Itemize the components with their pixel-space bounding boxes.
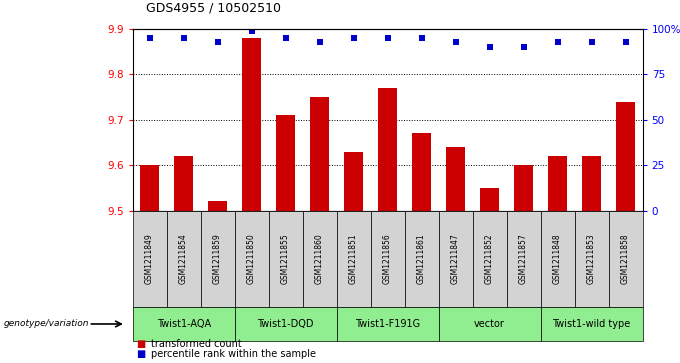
Text: GSM1211861: GSM1211861 <box>417 233 426 284</box>
Point <box>246 28 257 34</box>
Bar <box>446 147 465 211</box>
Bar <box>582 156 601 211</box>
Bar <box>480 188 499 211</box>
Text: vector: vector <box>474 319 505 329</box>
Bar <box>276 115 295 211</box>
Text: Twist1-wild type: Twist1-wild type <box>552 319 631 329</box>
Bar <box>174 156 193 211</box>
Text: GSM1211854: GSM1211854 <box>179 233 188 284</box>
Point <box>314 39 325 45</box>
Point <box>144 35 155 41</box>
Point <box>620 39 631 45</box>
Text: Twist1-F191G: Twist1-F191G <box>355 319 420 329</box>
Text: Twist1-AQA: Twist1-AQA <box>156 319 211 329</box>
Text: Twist1-DQD: Twist1-DQD <box>257 319 314 329</box>
Text: ■: ■ <box>136 349 146 359</box>
Bar <box>310 97 329 211</box>
Point <box>518 44 529 50</box>
Bar <box>616 102 635 211</box>
Text: genotype/variation: genotype/variation <box>3 319 89 329</box>
Text: GSM1211851: GSM1211851 <box>349 233 358 284</box>
Bar <box>208 201 227 211</box>
Bar <box>344 151 363 211</box>
Bar <box>242 38 261 211</box>
Text: percentile rank within the sample: percentile rank within the sample <box>151 349 316 359</box>
Text: GSM1211855: GSM1211855 <box>281 233 290 284</box>
Text: GSM1211848: GSM1211848 <box>553 233 562 284</box>
Point <box>450 39 461 45</box>
Point <box>586 39 597 45</box>
Text: GSM1211857: GSM1211857 <box>519 233 528 284</box>
Bar <box>140 165 159 211</box>
Text: GSM1211860: GSM1211860 <box>315 233 324 284</box>
Point <box>382 35 393 41</box>
Text: GSM1211847: GSM1211847 <box>451 233 460 284</box>
Bar <box>412 134 431 211</box>
Text: GSM1211859: GSM1211859 <box>213 233 222 284</box>
Point <box>552 39 563 45</box>
Text: GSM1211856: GSM1211856 <box>383 233 392 284</box>
Bar <box>378 88 397 211</box>
Point <box>484 44 495 50</box>
Text: transformed count: transformed count <box>151 339 241 349</box>
Point <box>280 35 291 41</box>
Text: GSM1211850: GSM1211850 <box>247 233 256 284</box>
Point <box>178 35 189 41</box>
Point <box>348 35 359 41</box>
Point <box>212 39 223 45</box>
Text: GSM1211849: GSM1211849 <box>145 233 154 284</box>
Bar <box>514 165 533 211</box>
Text: GSM1211852: GSM1211852 <box>485 233 494 284</box>
Text: GDS4955 / 10502510: GDS4955 / 10502510 <box>146 1 282 15</box>
Point <box>416 35 427 41</box>
Bar <box>548 156 567 211</box>
Text: GSM1211853: GSM1211853 <box>587 233 596 284</box>
Text: ■: ■ <box>136 339 146 349</box>
Text: GSM1211858: GSM1211858 <box>621 233 630 284</box>
